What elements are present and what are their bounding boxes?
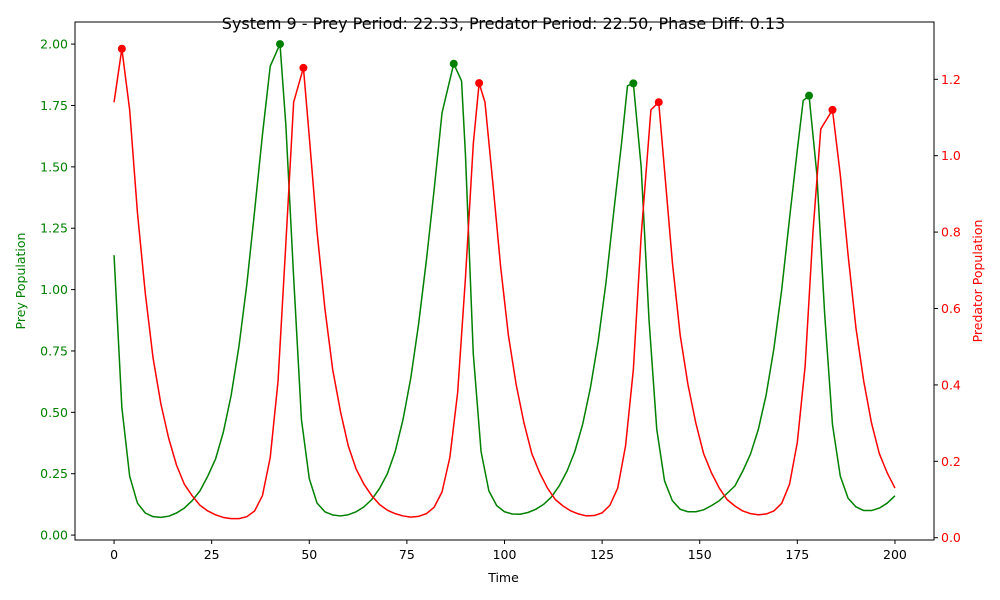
left-y-tick-label: 2.00 bbox=[40, 37, 68, 52]
prey-peak-marker bbox=[275, 40, 284, 49]
left-y-tick-label: 0.50 bbox=[40, 405, 68, 420]
prey-line bbox=[113, 43, 896, 519]
left-y-tick-label: 1.50 bbox=[40, 159, 68, 174]
x-tick-label: 100 bbox=[493, 547, 517, 562]
x-tick-label: 150 bbox=[688, 547, 712, 562]
x-tick-label: 75 bbox=[399, 547, 415, 562]
right-y-tick-label: 0.0 bbox=[941, 530, 961, 545]
right-y-tick-label: 1.2 bbox=[941, 72, 961, 87]
left-y-tick-label: 0.25 bbox=[40, 466, 68, 481]
left-y-tick-label: 1.25 bbox=[40, 221, 68, 236]
x-tick-label: 200 bbox=[883, 547, 907, 562]
right-y-tick-label: 1.0 bbox=[941, 148, 961, 163]
predator-series bbox=[113, 44, 896, 520]
predator-peak-marker bbox=[828, 105, 837, 114]
left-y-tick-label: 1.75 bbox=[40, 98, 68, 113]
prey-peak-marker bbox=[449, 59, 458, 68]
left-y-tick-label: 0.00 bbox=[40, 528, 68, 543]
prey-peak-marker bbox=[805, 91, 814, 100]
x-axis-label: Time bbox=[487, 570, 519, 585]
x-axis: 0 25 50 75 100 125 150 175 200 bbox=[110, 540, 907, 562]
predator-peak-marker bbox=[654, 98, 663, 107]
x-tick-label: 50 bbox=[301, 547, 317, 562]
plot-area bbox=[113, 40, 896, 520]
chart-title: System 9 - Prey Period: 22.33, Predator … bbox=[222, 14, 785, 33]
left-y-tick-label: 1.00 bbox=[40, 282, 68, 297]
right-y-tick-label: 0.4 bbox=[941, 377, 961, 392]
left-y-axis: 0.00 0.25 0.50 0.75 1.00 1.25 1.50 1.75 2.00 bbox=[40, 37, 75, 543]
right-y-axis-label: Predator Population bbox=[970, 220, 985, 343]
predator-line bbox=[113, 47, 896, 520]
x-tick-label: 25 bbox=[204, 547, 220, 562]
right-y-tick-label: 0.2 bbox=[941, 454, 961, 469]
right-y-tick-label: 0.6 bbox=[941, 301, 961, 316]
x-tick-label: 175 bbox=[785, 547, 809, 562]
prey-peak-marker bbox=[629, 79, 638, 88]
prey-series bbox=[113, 40, 896, 519]
x-tick-label: 0 bbox=[110, 547, 118, 562]
predator-peak-marker bbox=[299, 63, 308, 72]
left-y-tick-label: 0.75 bbox=[40, 343, 68, 358]
left-y-axis-label: Prey Population bbox=[13, 233, 28, 330]
predator-peak-marker bbox=[117, 44, 126, 53]
x-tick-label: 125 bbox=[590, 547, 614, 562]
right-y-tick-label: 0.8 bbox=[941, 225, 961, 240]
right-y-axis: 0.0 0.2 0.4 0.6 0.8 1.0 1.2 bbox=[934, 72, 961, 545]
predator-peak-marker bbox=[475, 79, 484, 88]
